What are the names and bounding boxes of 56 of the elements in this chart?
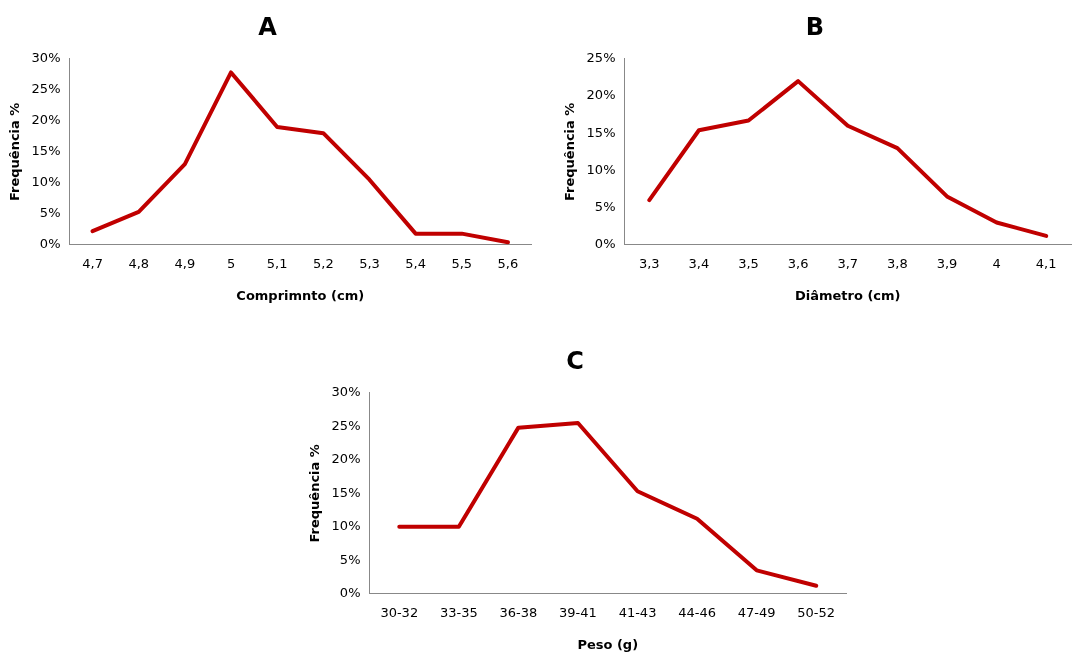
x-axis-title: Peso (g): [577, 636, 639, 652]
x-tick-label: 30-32: [380, 604, 419, 620]
x-tick-label: 5,3: [359, 255, 380, 271]
x-tick-label: 5,2: [312, 255, 334, 271]
y-tick-label: 25%: [331, 417, 361, 433]
y-tick-label: 0%: [594, 236, 616, 252]
y-tick-label: 0%: [339, 585, 361, 601]
x-tick-label: 3,5: [738, 255, 759, 271]
chart-title: B: [805, 12, 825, 41]
y-axis-title: Frequência %: [7, 102, 23, 201]
y-tick-label: 10%: [586, 161, 616, 177]
chart-title: C: [566, 346, 584, 375]
y-tick-label: 20%: [586, 87, 616, 103]
y-tick-label: 15%: [586, 124, 616, 140]
x-tick-label: 4,1: [1035, 255, 1057, 271]
y-tick-label: 20%: [31, 112, 61, 128]
x-tick-label: 3,4: [688, 255, 710, 271]
y-tick-label: 15%: [31, 143, 61, 159]
x-axis-title: Comprimnto (cm): [236, 287, 365, 303]
x-axis-title: Diâmetro (cm): [794, 287, 901, 303]
y-tick-label: 0%: [39, 236, 61, 252]
x-tick-label: 3,3: [638, 255, 660, 271]
x-tick-label: 36-38: [499, 604, 538, 620]
y-tick-label: 30%: [331, 384, 361, 400]
y-tick-label: 15%: [331, 484, 361, 500]
x-tick-label: 5,1: [266, 255, 288, 271]
x-tick-label: 47-49: [737, 604, 776, 620]
y-tick-label: 5%: [594, 198, 616, 214]
x-tick-label: 3,8: [887, 255, 908, 271]
x-tick-label: 4,9: [174, 255, 196, 271]
y-tick-label: 5%: [339, 551, 361, 567]
y-tick-label: 20%: [331, 451, 361, 467]
y-tick-label: 25%: [31, 81, 61, 97]
y-axis-title: Frequência %: [562, 102, 578, 201]
x-tick-label: 5,5: [451, 255, 473, 271]
x-tick-label: 4,8: [128, 255, 150, 271]
y-axis-title: Frequência %: [307, 444, 323, 543]
x-tick-label: 3,7: [837, 255, 859, 271]
x-tick-label: 41-43: [618, 604, 657, 620]
y-tick-label: 10%: [331, 518, 361, 534]
x-tick-label: 3,9: [936, 255, 958, 271]
chart-title: A: [258, 12, 278, 41]
x-tick-label: 33-35: [439, 604, 478, 620]
x-tick-label: 4: [992, 255, 1001, 271]
y-tick-label: 25%: [586, 50, 616, 66]
y-tick-label: 5%: [39, 205, 61, 221]
x-tick-label: 4,7: [82, 255, 103, 271]
x-tick-label: 5: [226, 255, 236, 271]
x-tick-label: 5,4: [405, 255, 426, 271]
x-tick-label: 39-41: [559, 604, 597, 620]
y-tick-label: 30%: [31, 50, 61, 66]
x-tick-label: 3,6: [787, 255, 809, 271]
y-tick-label: 10%: [31, 174, 61, 190]
x-tick-label: 44-46: [678, 604, 716, 620]
x-tick-label: 50-52: [797, 604, 836, 620]
x-tick-label: 5,6: [497, 255, 519, 271]
